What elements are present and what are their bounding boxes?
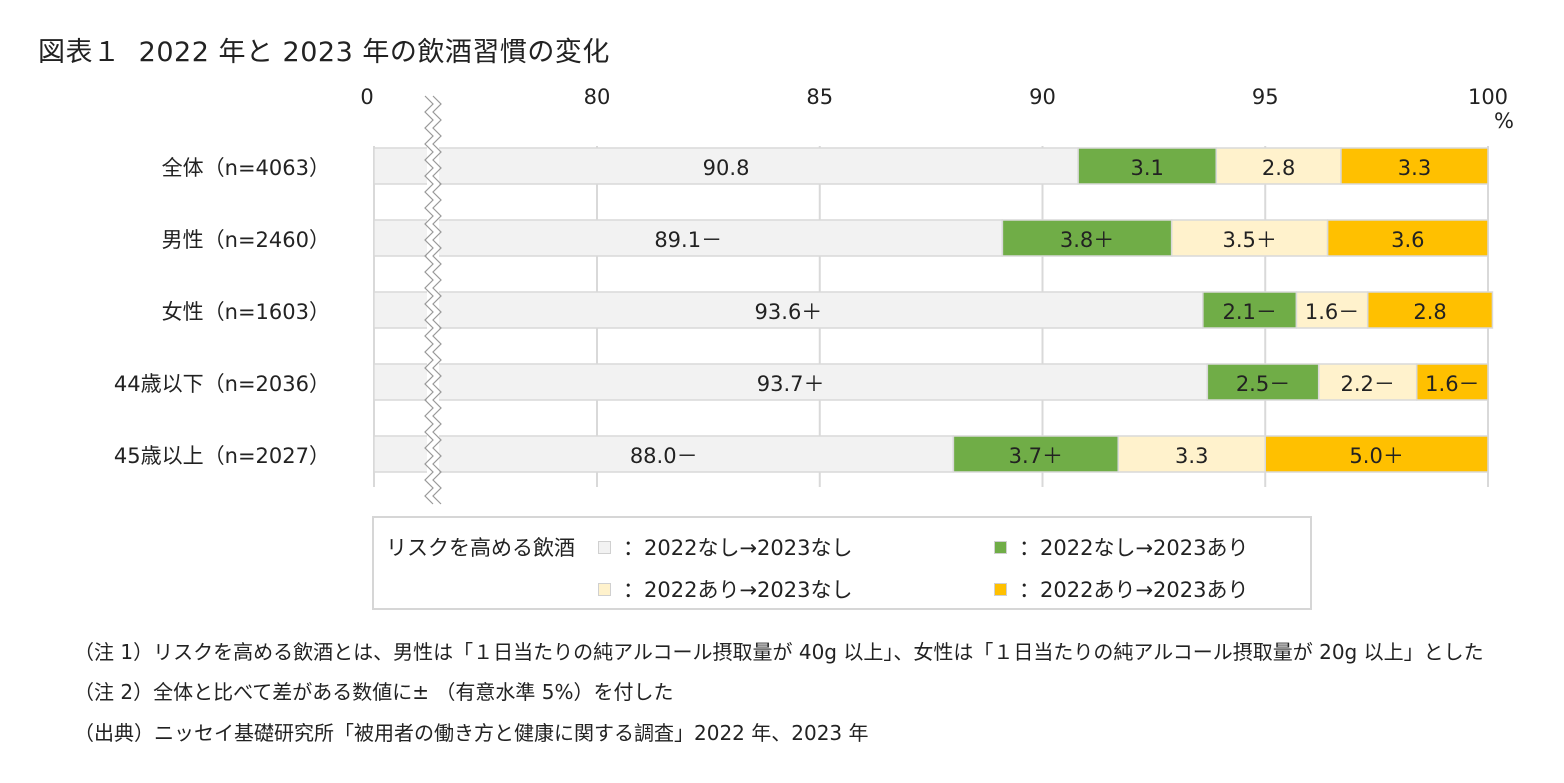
x-tick-label: 85	[806, 85, 833, 109]
bar-segment	[1317, 363, 1418, 401]
legend-swatch	[598, 582, 611, 596]
legend-label: ：2022あり→2023なし	[623, 578, 853, 602]
data-label: 2.8	[1262, 156, 1295, 180]
data-label: 3.8＋	[1060, 228, 1114, 252]
chart-title: 図表１ 2022 年と 2023 年の飲酒習慣の変化	[38, 30, 610, 69]
legend-item-none-yes: ：2022なし→2023あり	[994, 532, 1248, 562]
bar-segment	[1001, 219, 1173, 257]
data-label: 93.6＋	[755, 300, 823, 324]
data-label: 5.0＋	[1349, 444, 1403, 468]
category-label: 44歳以下（n=2036）	[114, 372, 330, 396]
bar-segment	[1264, 435, 1489, 473]
bar-segment	[1206, 363, 1320, 401]
bar-segment	[1295, 291, 1369, 329]
data-label: 3.5＋	[1222, 228, 1276, 252]
bar-segment	[1366, 291, 1494, 329]
bar-segment	[1117, 435, 1266, 473]
x-tick-label: 100	[1468, 85, 1508, 109]
legend-label: ：2022なし→2023あり	[1019, 536, 1249, 560]
data-label: 3.6	[1391, 228, 1424, 252]
data-label: 88.0－	[630, 444, 698, 468]
data-label: 2.5－	[1236, 372, 1290, 396]
data-label: 2.8	[1413, 300, 1446, 324]
bar-segment	[1326, 219, 1489, 257]
title-text: 2022 年と 2023 年の飲酒習慣の変化	[138, 37, 610, 68]
bar-segment	[373, 435, 955, 473]
bar-segment	[373, 291, 1204, 329]
bar-segment	[373, 363, 1209, 401]
bar-segment	[1340, 147, 1489, 185]
data-label: 93.7＋	[757, 372, 825, 396]
legend-item-none-none: ：2022なし→2023なし	[598, 532, 852, 562]
note-source: （出典）ニッセイ基礎研究所「被用者の働き方と健康に関する調査」2022 年、20…	[74, 721, 869, 745]
category-label: 男性（n=2460）	[162, 228, 330, 252]
bar-segment	[1202, 291, 1298, 329]
category-label: 全体（n=4063）	[162, 156, 330, 180]
data-label: 3.3	[1175, 444, 1208, 468]
legend-label: ：2022なし→2023なし	[623, 536, 853, 560]
legend-swatch	[994, 582, 1007, 596]
note-2: （注 2）全体と比べて差がある数値に± （有意水準 5%）を付した	[74, 680, 674, 704]
x-tick-label: 95	[1252, 85, 1279, 109]
x-tick-label: 90	[1029, 85, 1056, 109]
legend-item-yes-none: ：2022あり→2023なし	[598, 574, 852, 604]
legend: リスクを高める飲酒 ：2022なし→2023なし ：2022なし→2023あり …	[372, 516, 1312, 610]
data-label: 3.7＋	[1009, 444, 1063, 468]
data-label: 3.3	[1398, 156, 1431, 180]
data-label: 3.1	[1130, 156, 1163, 180]
legend-label: ：2022あり→2023あり	[1019, 578, 1249, 602]
data-label: 1.6－	[1425, 372, 1479, 396]
axis-break-line	[432, 95, 442, 505]
legend-swatch	[598, 540, 611, 554]
data-label: 1.6－	[1305, 300, 1359, 324]
x-unit-label: %	[1494, 109, 1514, 133]
note-1: （注 1）リスクを高める飲酒とは、男性は「１日当たりの純アルコール摂取量が 40…	[74, 640, 1484, 664]
bar-segment	[1415, 363, 1489, 401]
figure-number: 図表１	[38, 37, 121, 68]
data-label: 89.1－	[654, 228, 722, 252]
axis-break-line	[424, 95, 434, 505]
x-tick-label: 80	[584, 85, 611, 109]
legend-item-yes-yes: ：2022あり→2023あり	[994, 574, 1248, 604]
data-label: 90.8	[703, 156, 750, 180]
data-label: 2.2－	[1341, 372, 1395, 396]
axis-break-band	[427, 100, 439, 502]
category-label: 45歳以上（n=2027）	[114, 444, 330, 468]
data-label: 2.1－	[1222, 300, 1276, 324]
x-tick-label: 0	[360, 85, 373, 109]
category-label: 女性（n=1603）	[162, 300, 330, 324]
legend-swatch	[994, 540, 1007, 554]
bar-segment	[373, 219, 1004, 257]
bar-segment	[1215, 147, 1342, 185]
legend-title: リスクを高める飲酒	[386, 536, 575, 560]
